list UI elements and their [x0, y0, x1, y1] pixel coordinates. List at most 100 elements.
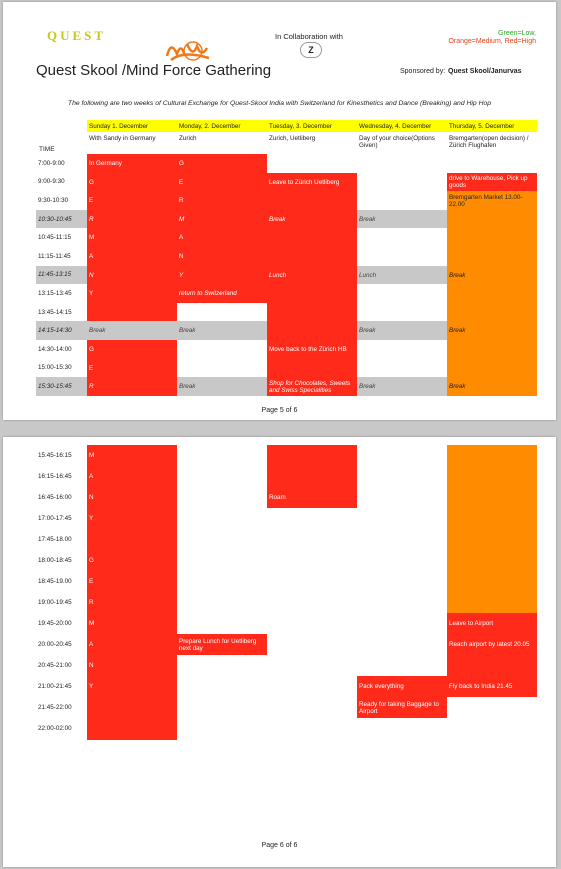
sponsor: Quest Skool/Janurvas — [448, 68, 522, 75]
schedule-cell: Break — [447, 265, 537, 285]
schedule-cell: Shop for Chocolates, Sweets and Swiss Sp… — [267, 377, 357, 397]
schedule-cell — [267, 466, 357, 488]
time-cell: 17:45-18.00 — [36, 529, 87, 550]
schedule-cell — [267, 284, 357, 304]
schedule-cell: E — [87, 358, 177, 378]
schedule-cell — [267, 508, 357, 530]
schedule-cell — [357, 247, 447, 267]
schedule-cell — [447, 529, 537, 551]
schedule-cell: R — [87, 209, 177, 229]
place-header: Day of your choice(Options Given) — [359, 135, 435, 149]
time-cell: 21:45-22:00 — [36, 697, 87, 718]
schedule-cell — [447, 154, 537, 174]
schedule-cell — [267, 718, 357, 740]
schedule-cell — [357, 191, 447, 211]
schedule-cell — [357, 154, 447, 174]
schedule-cell — [177, 655, 267, 677]
schedule-cell: Break — [357, 209, 447, 229]
schedule-cell — [177, 718, 267, 740]
schedule-cell: R — [87, 592, 177, 614]
day-header: Monday, 2. December — [177, 120, 267, 132]
schedule-cell — [177, 529, 267, 551]
schedule-cell — [177, 445, 267, 467]
schedule-cell: A — [87, 466, 177, 488]
schedule-cell: Leave to Airport — [447, 613, 537, 635]
schedule-cell — [447, 592, 537, 614]
schedule-cell — [357, 550, 447, 572]
day-header: Sunday 1. December — [87, 120, 177, 132]
schedule-cell — [267, 571, 357, 593]
schedule-cell: G — [87, 550, 177, 572]
schedule-cell: Move back to the Zürich HB — [267, 340, 357, 360]
page-footer: Page 5 of 6 — [261, 407, 298, 414]
schedule-cell — [267, 697, 357, 719]
schedule-cell: Leave to Zürich Uetliberg — [267, 172, 357, 192]
time-cell: 20:00-20:45 — [36, 634, 87, 655]
schedule-cell: Roam — [267, 487, 357, 509]
schedule-cell — [357, 718, 447, 740]
schedule-cell: Break — [447, 321, 537, 341]
schedule-cell — [357, 445, 447, 467]
schedule-cell: Reach airport by latest 20.05 — [447, 634, 537, 656]
time-cell: 21:00-21:45 — [36, 676, 87, 697]
schedule-cell: G — [177, 154, 267, 174]
schedule-cell — [447, 358, 537, 378]
schedule-cell: Break — [267, 209, 357, 229]
schedule-cell — [177, 571, 267, 593]
schedule-cell — [357, 302, 447, 322]
schedule-cell: N — [177, 247, 267, 267]
schedule-cell — [267, 154, 357, 174]
legend-rest: Orange=Medium, Red=High — [448, 38, 536, 45]
schedule-cell: Fly back to India 21.45 — [447, 676, 537, 698]
schedule-cell — [267, 634, 357, 656]
schedule-cell: R — [177, 191, 267, 211]
schedule-cell — [177, 550, 267, 572]
schedule-cell: M — [177, 209, 267, 229]
schedule-cell: Y — [177, 265, 267, 285]
schedule-cell — [267, 655, 357, 677]
time-label: TIME — [39, 146, 55, 153]
schedule-cell — [447, 508, 537, 530]
schedule-cell: Prepare Lunch for Uetliberg next day — [177, 634, 267, 656]
schedule-cell: Ready for taking Baggage to Airport — [357, 697, 447, 719]
legend-low: Green=Low, — [498, 30, 536, 37]
schedule-cell — [357, 358, 447, 378]
page-footer: Page 6 of 6 — [261, 842, 298, 849]
schedule-cell: N — [87, 265, 177, 285]
schedule-cell — [447, 487, 537, 509]
intro: The following are two weeks of Cultural … — [67, 100, 492, 107]
place-header: Zurich — [179, 135, 197, 142]
schedule-cell — [357, 592, 447, 614]
schedule-cell — [447, 718, 537, 740]
schedule-cell — [447, 655, 537, 677]
schedule-cell: Y — [87, 284, 177, 304]
schedule-cell — [87, 302, 177, 322]
schedule-cell — [177, 508, 267, 530]
time-cell: 19:45-20:00 — [36, 613, 87, 634]
schedule-cell — [447, 302, 537, 322]
time-cell: 14:15-14:30 — [36, 321, 87, 340]
schedule-cell — [177, 466, 267, 488]
schedule-cell: Break — [357, 377, 447, 397]
schedule-cell: G — [87, 340, 177, 360]
schedule-cell: N — [87, 487, 177, 509]
schedule-cell: Y — [87, 676, 177, 698]
schedule-cell — [267, 321, 357, 341]
schedule-cell: Break — [357, 321, 447, 341]
time-cell: 19:00-19:45 — [36, 592, 87, 613]
schedule-cell — [87, 529, 177, 551]
day-header: Tuesday, 3. December — [267, 120, 357, 132]
time-cell: 11:15-11:45 — [36, 247, 87, 266]
schedule-cell — [447, 550, 537, 572]
schedule-cell — [357, 284, 447, 304]
schedule-cell: N — [87, 655, 177, 677]
time-cell: 22:00-02:00 — [36, 718, 87, 739]
schedule-cell — [357, 487, 447, 509]
schedule-cell — [87, 718, 177, 740]
schedule-cell — [177, 676, 267, 698]
time-cell: 14:30-14:00 — [36, 340, 87, 359]
schedule-cell — [357, 228, 447, 248]
schedule-cell: Break — [177, 321, 267, 341]
schedule-cell — [357, 172, 447, 192]
schedule-cell: Lunch — [357, 265, 447, 285]
